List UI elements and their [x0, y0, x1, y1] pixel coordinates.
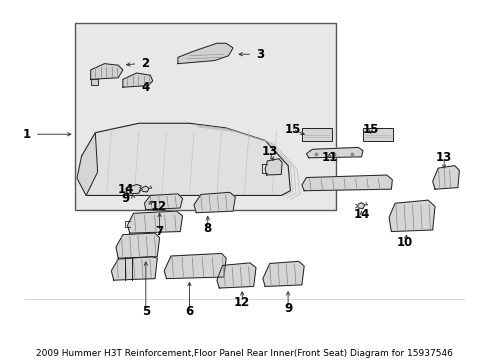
Text: 8: 8 — [203, 222, 211, 235]
Text: 4: 4 — [141, 81, 149, 94]
Text: 15: 15 — [362, 123, 378, 136]
Text: 6: 6 — [185, 305, 193, 318]
Polygon shape — [116, 233, 159, 258]
Text: 9: 9 — [121, 192, 129, 205]
Text: 14: 14 — [118, 183, 134, 195]
Polygon shape — [388, 200, 434, 231]
Bar — [362, 128, 392, 140]
Polygon shape — [264, 159, 282, 175]
Text: 12: 12 — [234, 296, 250, 309]
Text: 2009 Hummer H3T Reinforcement,Floor Panel Rear Inner(Front Seat) Diagram for 159: 2009 Hummer H3T Reinforcement,Floor Pane… — [36, 349, 452, 358]
Polygon shape — [178, 43, 233, 64]
Text: 15: 15 — [284, 123, 300, 136]
Text: 11: 11 — [321, 151, 337, 164]
Polygon shape — [122, 73, 152, 87]
Polygon shape — [358, 203, 364, 208]
Polygon shape — [127, 211, 182, 233]
Polygon shape — [91, 64, 122, 79]
Polygon shape — [126, 184, 141, 194]
Polygon shape — [194, 192, 235, 213]
Bar — [301, 128, 331, 140]
Polygon shape — [111, 257, 157, 280]
Bar — [75, 23, 336, 210]
Polygon shape — [81, 123, 290, 195]
Text: 1: 1 — [23, 128, 31, 141]
Polygon shape — [263, 261, 304, 287]
Text: 5: 5 — [142, 305, 150, 318]
Polygon shape — [77, 133, 98, 195]
Polygon shape — [432, 166, 458, 189]
Text: 10: 10 — [396, 236, 412, 249]
Text: 9: 9 — [284, 302, 292, 315]
Polygon shape — [217, 263, 255, 288]
Polygon shape — [144, 194, 182, 210]
Point — [329, 151, 337, 157]
Polygon shape — [301, 175, 391, 191]
Polygon shape — [91, 79, 98, 85]
Polygon shape — [306, 148, 362, 158]
Polygon shape — [142, 186, 149, 192]
Polygon shape — [164, 253, 225, 279]
Text: 13: 13 — [261, 145, 277, 158]
Text: 13: 13 — [435, 151, 451, 164]
Text: 14: 14 — [353, 208, 369, 221]
Point — [348, 151, 356, 157]
Text: 2: 2 — [141, 57, 149, 70]
Text: 7: 7 — [155, 225, 163, 238]
Text: 3: 3 — [255, 48, 264, 61]
Text: 12: 12 — [150, 200, 166, 213]
Point — [311, 151, 319, 157]
